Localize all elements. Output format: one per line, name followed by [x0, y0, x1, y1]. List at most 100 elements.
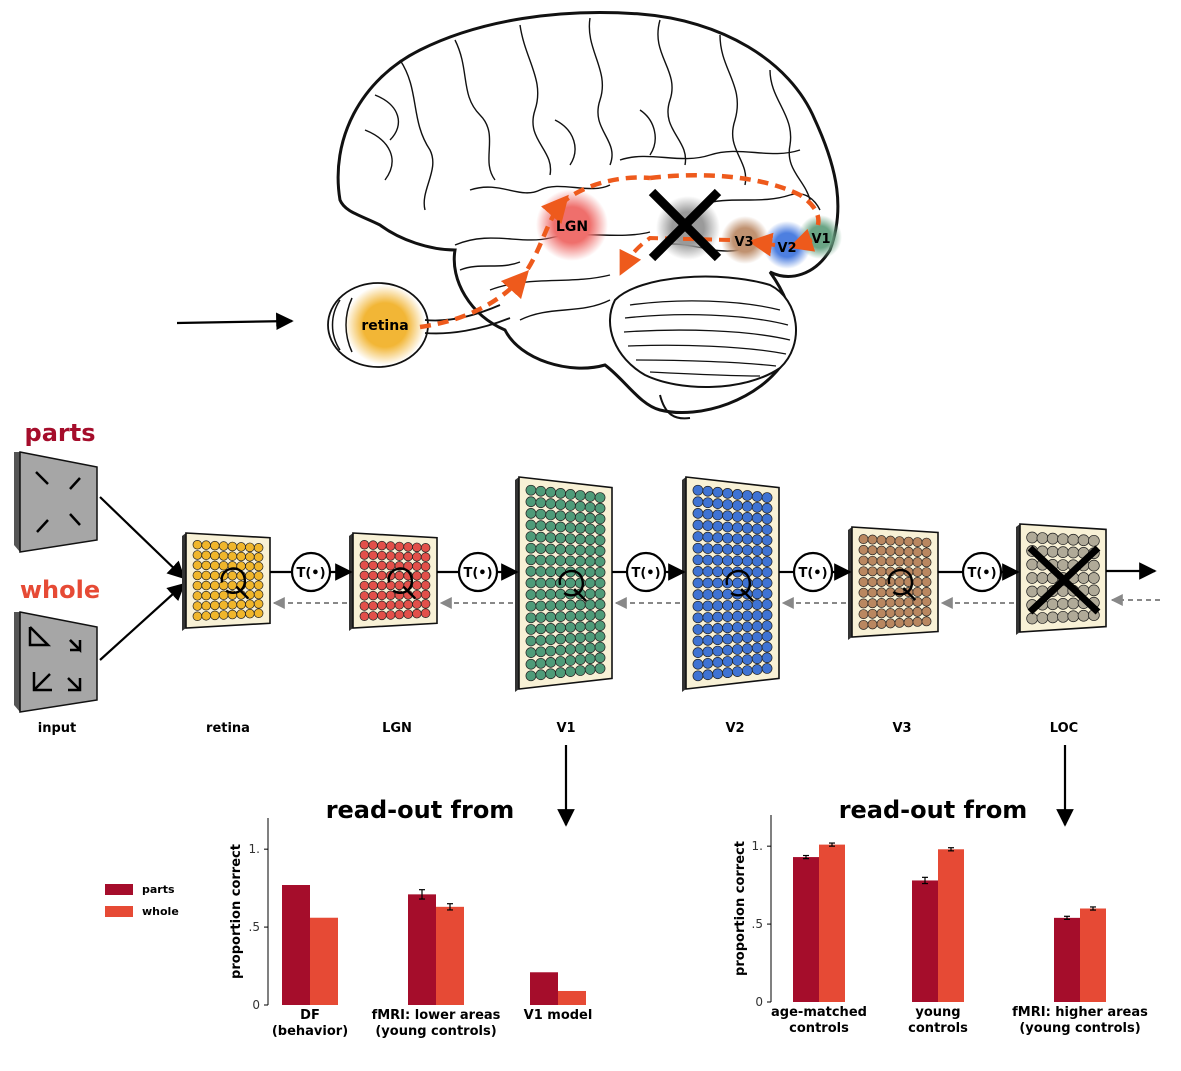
unit-dot-v1: [545, 600, 557, 612]
unit-dot-v1: [545, 554, 557, 566]
unit-dot-v2: [712, 611, 724, 623]
unit-dot-v2: [751, 545, 763, 556]
stage-label-retina: retina: [206, 721, 250, 736]
unit-dot-v3: [903, 607, 914, 618]
bar-parts-0: [282, 885, 310, 1005]
unit-dot-lgn: [359, 570, 370, 581]
unit-dot-v2: [761, 609, 773, 621]
unit-dot-v2: [732, 522, 743, 533]
unit-dot-v3: [858, 598, 869, 609]
unit-dot-loc: [1067, 533, 1080, 546]
parts-input-fragments: [35, 471, 81, 533]
unit-dot-v2: [702, 485, 714, 497]
y-tick-label: 1.: [249, 842, 260, 856]
unit-dot-lgn: [403, 599, 413, 610]
unit-dot-v1: [584, 566, 596, 578]
unit-dot-v2: [751, 620, 763, 632]
unit-dot-lgn: [394, 609, 405, 620]
unit-dot-retina: [236, 609, 246, 619]
unit-dot-retina: [245, 580, 255, 590]
unit-dot-v2: [702, 566, 714, 577]
unit-dot-v3: [903, 597, 914, 608]
unit-dot-v1: [565, 522, 576, 533]
unit-dot-v3: [921, 547, 932, 558]
stage-label-v1: V1: [556, 721, 575, 736]
stage-panel-retina: [182, 532, 271, 631]
unit-dot-v2: [692, 647, 704, 658]
y-tick-label: 1.: [752, 839, 763, 853]
unit-dot-v1: [545, 634, 557, 646]
unit-dot-v3: [858, 587, 869, 598]
unit-dot-v1: [555, 487, 566, 499]
unit-dot-v2: [712, 588, 724, 600]
unit-dot-v1: [535, 566, 547, 577]
bar-whole-2: [1080, 908, 1106, 1002]
unit-dot-lgn: [420, 608, 431, 618]
unit-dot-lgn: [385, 541, 396, 551]
unit-dot-v1: [574, 643, 586, 655]
unit-dot-v3: [921, 606, 932, 617]
unit-dot-lgn: [368, 550, 378, 561]
unit-dot-v2: [761, 588, 773, 600]
unit-dot-loc: [1088, 584, 1100, 597]
unit-dot-v2: [741, 501, 753, 512]
unit-dot-v2: [712, 657, 724, 668]
unit-dot-v2: [702, 600, 714, 612]
unit-dot-v3: [912, 567, 923, 577]
unit-dot-v3: [867, 545, 878, 556]
transform-label: T(•): [631, 566, 660, 581]
unit-dot-loc: [1046, 532, 1059, 545]
unit-dot-loc: [1067, 597, 1080, 610]
whole-input-label: whole: [20, 576, 100, 604]
unit-dot-retina: [201, 540, 211, 550]
unit-dot-v1: [594, 513, 606, 525]
unit-dot-v2: [761, 502, 773, 514]
unit-dot-v2: [751, 501, 763, 513]
unit-dot-v2: [692, 519, 704, 531]
unit-dot-v1: [594, 599, 606, 610]
unit-dot-lgn: [368, 560, 378, 571]
brain-illustration: retina LGN V3 V2 V1: [176, 11, 842, 420]
unit-dot-v1: [565, 533, 576, 545]
unit-dot-v1: [535, 531, 547, 543]
unit-dot-retina: [192, 601, 203, 611]
receptive-field-lgn: [387, 567, 417, 600]
unit-dot-retina: [201, 560, 211, 571]
unit-dot-v1: [584, 620, 596, 632]
unit-dot-retina: [236, 551, 246, 562]
v3-to-loc-arrow: [619, 235, 731, 276]
unit-dot-v1: [584, 523, 596, 535]
unit-dot-v1: [525, 566, 537, 577]
unit-dot-v1: [525, 635, 537, 647]
unit-dot-v1: [574, 665, 586, 676]
unit-dot-v3: [903, 617, 914, 628]
unit-dot-v1: [545, 543, 557, 555]
unit-dot-lgn: [368, 600, 378, 611]
x-tick-label: (behavior): [272, 1024, 348, 1039]
unit-dot-lgn: [377, 580, 387, 591]
unit-dot-lgn: [377, 540, 387, 551]
y-tick-label: 0: [252, 998, 260, 1012]
stage-panel-v1: [515, 476, 613, 692]
unit-dot-v2: [761, 566, 773, 578]
unit-dot-v3: [894, 617, 905, 628]
unit-dot-v1: [565, 544, 576, 556]
unit-dot-v2: [722, 555, 733, 566]
chart-title: read-out from: [326, 796, 515, 824]
unit-dot-lgn: [368, 540, 378, 550]
unit-dot-lgn: [377, 560, 387, 571]
unit-dot-v2: [712, 634, 724, 646]
unit-dot-lgn: [377, 610, 387, 621]
unit-dot-v2: [741, 643, 753, 655]
unit-dot-v2: [712, 577, 724, 589]
unit-dot-v1: [594, 492, 606, 503]
unit-dot-retina: [227, 600, 238, 610]
unit-dot-lgn: [377, 590, 387, 601]
unit-dot-retina: [245, 552, 255, 562]
unit-dot-loc: [1057, 533, 1069, 546]
unit-dot-v2: [741, 533, 753, 545]
v1-to-v2-arrow: [788, 228, 816, 252]
unit-dot-v3: [867, 608, 878, 619]
unit-dot-v2: [702, 554, 714, 566]
